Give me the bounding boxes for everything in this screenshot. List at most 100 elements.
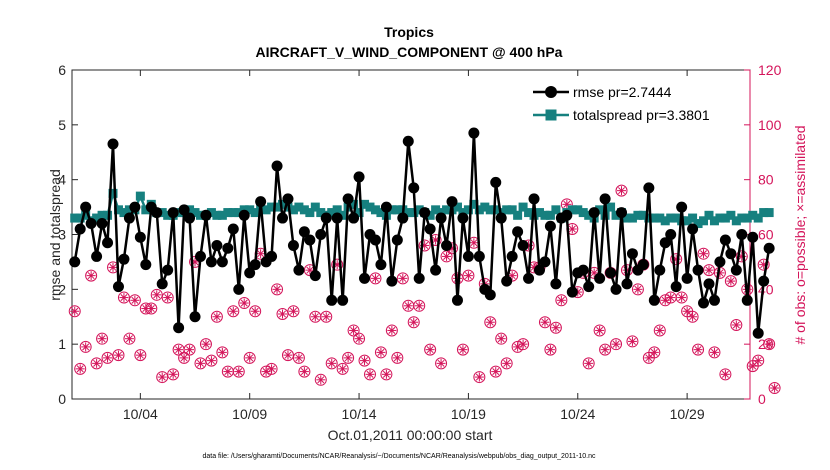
obs-assimilated-point (770, 383, 780, 393)
obs-assimilated-point (135, 350, 145, 360)
rmse-point (626, 248, 638, 260)
obs-possible-point (353, 332, 366, 345)
legend-spread-marker (545, 109, 557, 121)
obs-possible-point (281, 349, 294, 362)
obs-possible-point (150, 288, 163, 301)
obs-assimilated-point (283, 350, 293, 360)
obs-possible-point (117, 291, 130, 304)
obs-assimilated-point (86, 271, 96, 281)
obs-possible-point (653, 324, 666, 337)
obs-possible-point (232, 365, 245, 378)
obs-assimilated-point (179, 353, 189, 363)
rmse-point (561, 209, 573, 221)
obs-assimilated-point (731, 320, 741, 330)
rmse-point (413, 272, 425, 284)
obs-assimilated-point (206, 356, 216, 366)
totalspread-point (764, 208, 774, 218)
rmse-point (435, 212, 447, 224)
obs-possible-point (96, 332, 109, 345)
totalspread-point (731, 216, 741, 226)
rmse-point (304, 234, 316, 246)
totalspread-point (655, 213, 665, 223)
rmse-point (577, 264, 589, 276)
y2-tick-label: 80 (758, 172, 774, 188)
obs-possible-point (708, 346, 721, 359)
x-tick-label: 10/04 (123, 406, 158, 422)
obs-assimilated-point (157, 372, 167, 382)
totalspread-point (360, 199, 370, 209)
rmse-point (484, 289, 496, 301)
rmse-point (714, 256, 726, 268)
rmse-point (758, 275, 770, 287)
obs-possible-point (325, 357, 338, 370)
totalspread-point (305, 208, 315, 218)
totalspread-point (206, 208, 216, 218)
obs-possible-point (199, 338, 212, 351)
totalspread-point (75, 213, 85, 223)
obs-possible-point (735, 250, 748, 263)
rmse-point (189, 311, 201, 323)
rmse-point (140, 259, 152, 271)
totalspread-point (234, 208, 244, 218)
totalspread-point (715, 213, 725, 223)
totalspread-point (387, 205, 397, 215)
obs-possible-point (90, 357, 103, 370)
x-tick-label: 10/24 (560, 406, 595, 422)
obs-possible-point (631, 283, 644, 296)
obs-possible-point (495, 332, 508, 345)
totalspread-point (409, 208, 419, 218)
obs-assimilated-point (168, 369, 178, 379)
totalspread-point (507, 205, 517, 215)
rmse-point (102, 237, 114, 249)
obs-possible-point (314, 373, 327, 386)
rmse-point (594, 272, 606, 284)
x-tick-label: 10/09 (232, 406, 267, 422)
rmse-point (533, 264, 545, 276)
obs-possible-point (549, 321, 562, 334)
legend-spread-label: totalspread pr=3.3801 (573, 107, 710, 123)
rmse-point (506, 250, 518, 262)
rmse-point (118, 253, 130, 265)
obs-possible-point (752, 354, 765, 367)
obs-assimilated-point (474, 372, 484, 382)
y-axis-label: rmse and totalspread (47, 169, 63, 301)
obs-assimilated-point (185, 345, 195, 355)
obs-assimilated-point (409, 317, 419, 327)
obs-assimilated-point (491, 367, 501, 377)
totalspread-point (671, 213, 681, 223)
obs-assimilated-point (75, 364, 85, 374)
totalspread-point (682, 216, 692, 226)
obs-assimilated-point (113, 350, 123, 360)
obs-assimilated-point (677, 293, 687, 303)
obs-possible-point (582, 357, 595, 370)
obs-possible-point (85, 269, 98, 282)
obs-possible-point (183, 343, 196, 356)
totalspread-point (491, 205, 501, 215)
totalspread-point (392, 205, 402, 215)
obs-assimilated-point (699, 249, 709, 259)
obs-possible-point (538, 316, 551, 329)
obs-assimilated-point (551, 323, 561, 333)
totalspread-point (349, 199, 359, 209)
obs-assimilated-point (633, 284, 643, 294)
totalspread-point (753, 213, 763, 223)
obs-possible-point (730, 318, 743, 331)
totalspread-point (595, 205, 605, 215)
rmse-point (156, 278, 168, 290)
obs-assimilated-point (398, 273, 408, 283)
obs-possible-point (358, 354, 371, 367)
totalspread-point (113, 205, 123, 215)
y2-axis-label: # of obs: o=possible; ×=assimilated (792, 125, 808, 344)
rmse-point (134, 231, 146, 243)
rmse-point (408, 182, 420, 194)
y-tick-label: 1 (58, 336, 66, 352)
obs-assimilated-point (321, 312, 331, 322)
obs-assimilated-point (387, 325, 397, 335)
totalspread-point (97, 210, 107, 220)
obs-possible-point (342, 351, 355, 364)
totalspread-point (611, 210, 621, 220)
legend: rmse pr=2.7444 totalspread pr=3.3801 (524, 79, 731, 127)
totalspread-point (644, 213, 654, 223)
obs-possible-point (178, 351, 191, 364)
obs-assimilated-point (748, 361, 758, 371)
